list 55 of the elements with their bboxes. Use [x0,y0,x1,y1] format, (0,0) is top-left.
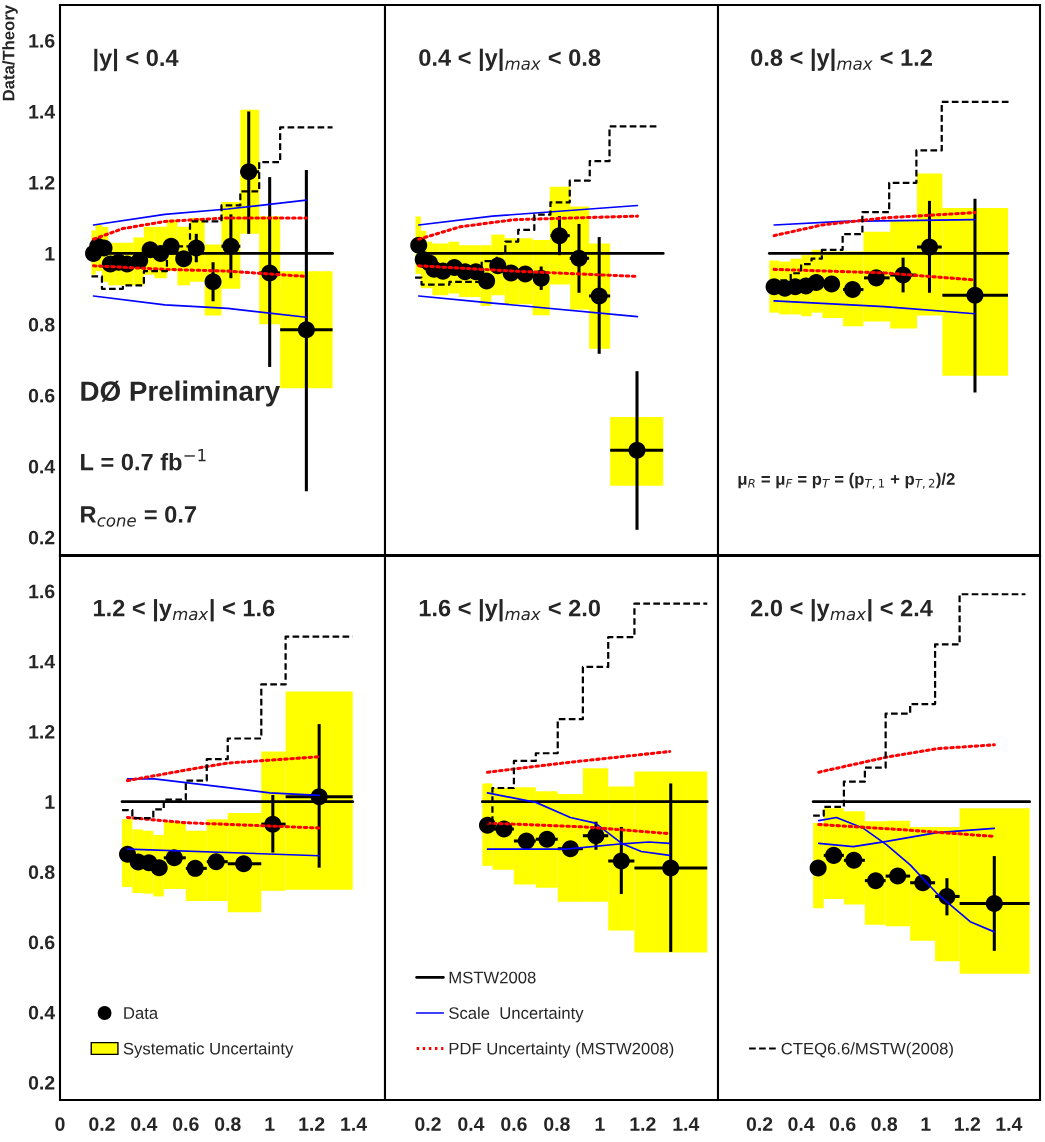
y-tick-label: 1.6 [29,584,55,599]
annotation: DØ Preliminary [81,380,281,407]
y-tick-label: 1.6 [29,33,55,48]
x-tick-label: 0.2 [746,1117,773,1131]
text: 1.6 < |y|$_{max}$ < 2.0 [419,599,601,622]
annotation: L = 0.7 fb$^{−1}$ [81,449,206,471]
legend-label: CTEQ6.6/MSTW(2008) [781,1042,953,1058]
x-tick-label: 0 [55,1117,65,1131]
text: 0.4 < |y|$_{max}$ < 0.8 [419,48,601,72]
x-tick-label: 1.4 [673,1117,700,1131]
annotation: R$_{cone}$ = 0.7 [81,506,196,527]
y-tick-label: 1 [45,247,55,261]
x-tick-label: 0.8 [215,1117,241,1131]
x-tick-label: 1 [921,1117,931,1131]
y-tick-label: 0.2 [28,530,55,545]
x-tick-label: 1 [265,1117,275,1131]
y-tick-label: 1.4 [29,654,56,669]
text: 0.8 < |y|$_{max}$ < 1.2 [751,48,932,72]
text: |y| < 0.4 [94,48,179,72]
text: 1.2 < |y$_{max}$| < 1.6 [93,599,275,622]
x-tick-label: 0.4 [131,1117,158,1131]
x-tick-label: 0.6 [173,1117,199,1131]
legend-label: Data [124,1007,159,1019]
x-tick-label: 0.8 [871,1117,898,1131]
x-tick-label: 0.6 [829,1117,856,1131]
x-tick-label: 0.2 [415,1117,441,1131]
x-tick-label: 1.2 [955,1117,981,1131]
y-tick-label: 1.4 [29,105,56,119]
x-tick-label: 0.4 [458,1117,485,1131]
y-tick-label: 0.8 [28,865,55,880]
x-tick-label: 1.2 [630,1117,656,1131]
x-tick-label: 1.2 [299,1117,325,1131]
y-tick-label: 0.4 [28,459,56,474]
y-tick-label: 0.2 [28,1075,55,1090]
y-tick-label: 0.8 [28,317,55,332]
legend-label: PDF Uncertainty (MSTW2008) [449,1042,674,1058]
x-tick-label: 0.4 [788,1117,815,1131]
y-tick-label: 0.6 [28,388,55,403]
x-tick-label: 0.2 [89,1117,115,1131]
x-tick-label: 1.4 [341,1117,367,1131]
x-tick-label: 0.8 [544,1117,570,1131]
y-tick-label: 1.2 [29,175,55,190]
text: μ$_{R}$ = μ$_{F}$ = p$_{T}$ = (p$_{T,1}$ + p$_{T,2}$)/2 [738,472,955,489]
y-axis-title: Data/Theory [2,5,18,101]
legend-label: Systematic Uncertainty [123,1042,294,1058]
y-tick-label: 0.6 [28,935,55,950]
legend-label: MSTW2008 [449,971,536,984]
y-tick-label: 0.4 [28,1005,56,1020]
y-tick-label: 1.2 [29,724,55,739]
legend-label: Scale Uncertainty [449,1006,584,1023]
text: 2.0 < |y$_{max}$| < 2.4 [751,599,933,622]
x-tick-label: 1.4 [996,1117,1023,1131]
x-tick-label: 1 [595,1117,605,1131]
x-tick-label: 0.6 [501,1117,527,1131]
y-tick-label: 1 [45,795,55,809]
